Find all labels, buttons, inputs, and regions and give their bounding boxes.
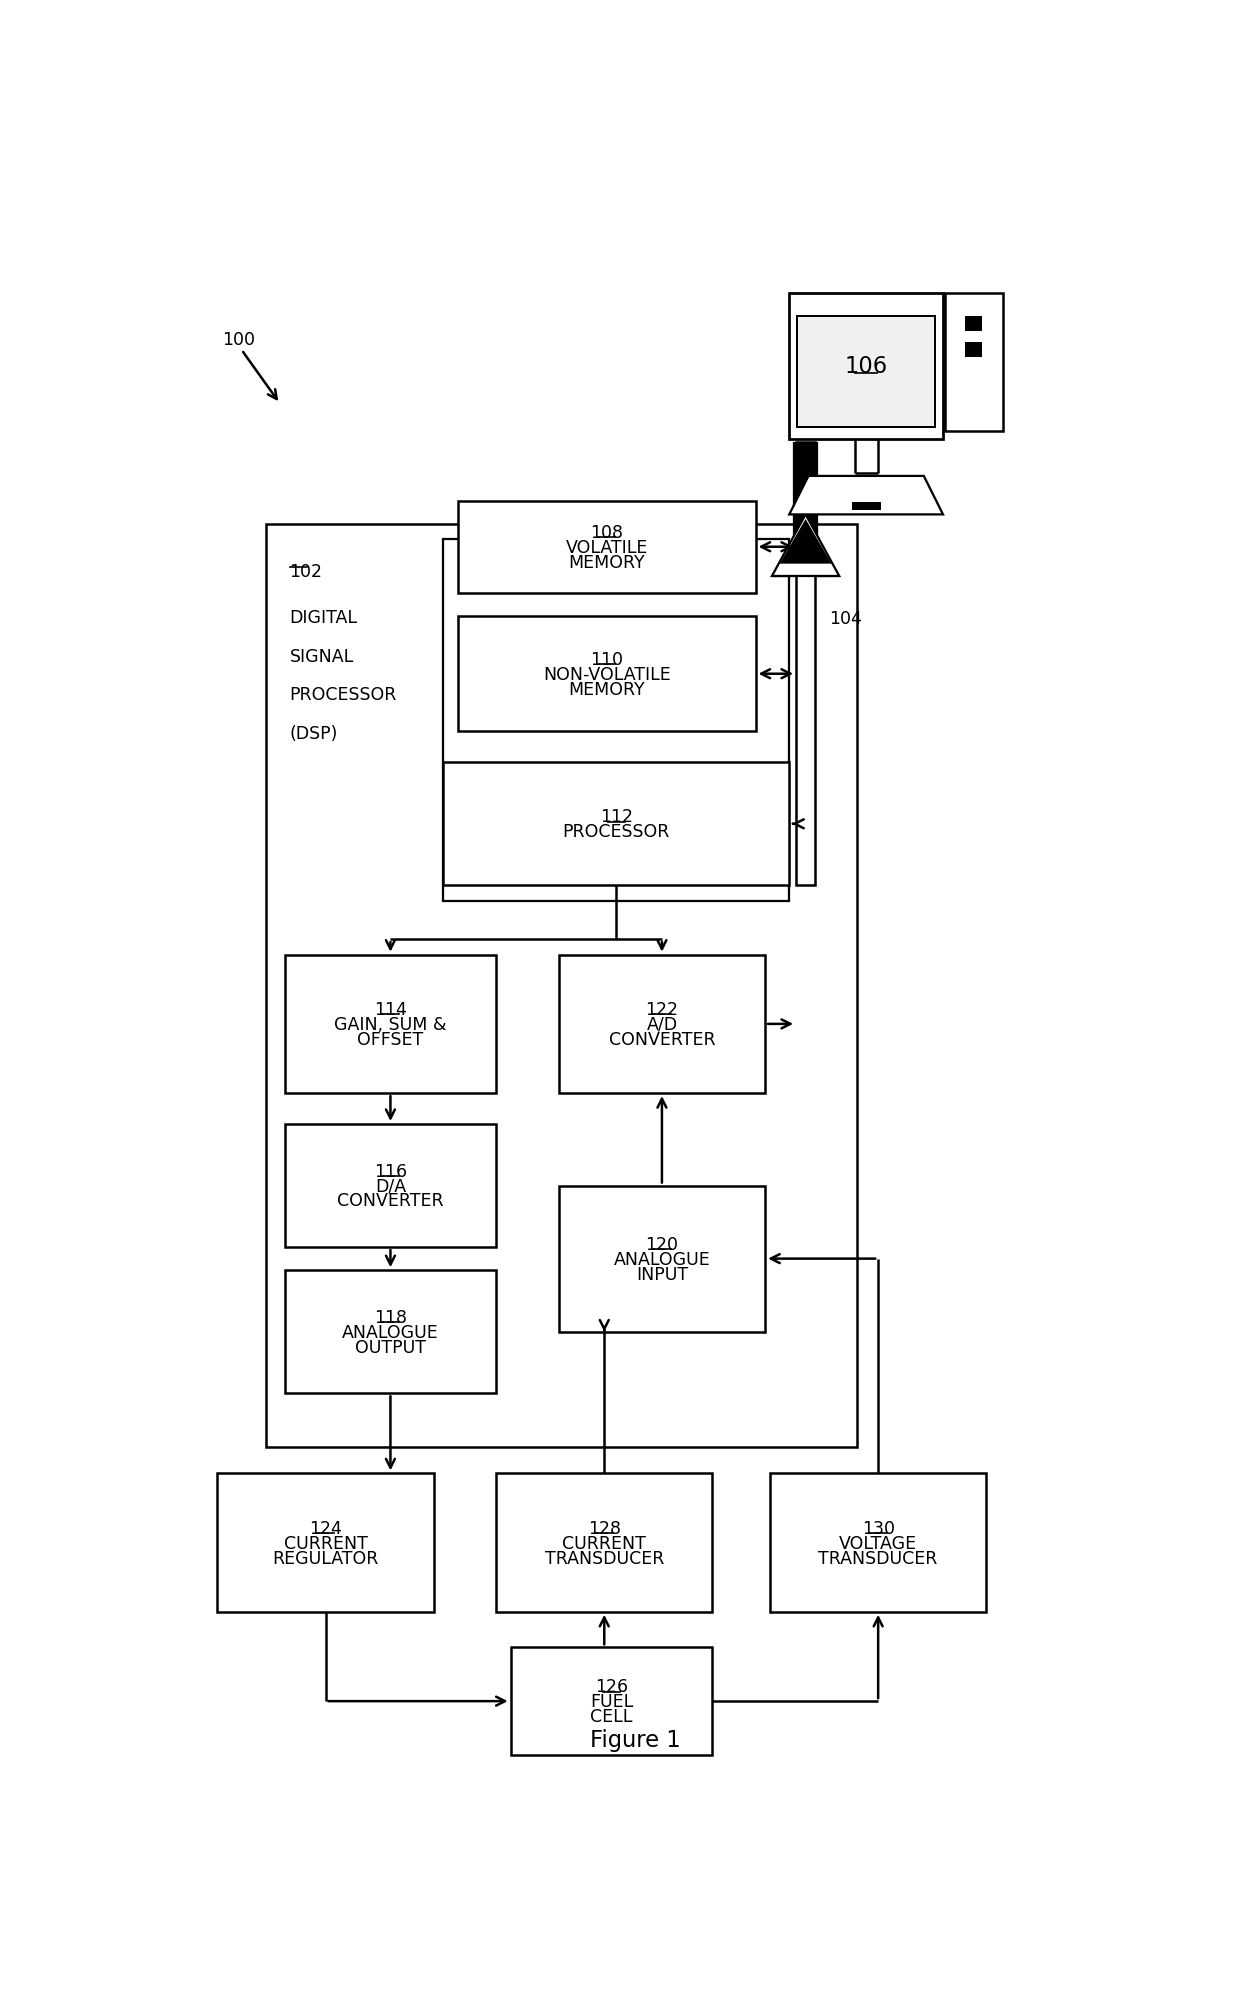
Bar (285, 1271, 496, 1395)
Text: D/A: D/A (374, 1177, 405, 1195)
Text: INPUT: INPUT (636, 1265, 688, 1283)
Text: SIGNAL: SIGNAL (290, 647, 353, 665)
Text: GAIN, SUM &: GAIN, SUM & (335, 1015, 446, 1033)
Bar (458, 501, 755, 593)
Text: ANALOGUE: ANALOGUE (614, 1251, 711, 1269)
Text: 100: 100 (222, 332, 255, 350)
Text: 130: 130 (862, 1518, 894, 1536)
Text: 110: 110 (590, 651, 624, 669)
Bar (789, 294, 942, 440)
Text: (DSP): (DSP) (290, 725, 339, 743)
Bar (558, 955, 765, 1093)
Text: MEMORY: MEMORY (568, 553, 645, 571)
Polygon shape (773, 515, 839, 577)
Text: 106: 106 (844, 356, 888, 378)
Text: TRANSDUCER: TRANSDUCER (818, 1548, 937, 1566)
Text: 108: 108 (590, 523, 624, 541)
Text: MEMORY: MEMORY (568, 679, 645, 697)
Bar (796, 444, 815, 885)
Text: TRANSDUCER: TRANSDUCER (544, 1548, 663, 1566)
Text: VOLTAGE: VOLTAGE (839, 1534, 918, 1552)
Text: PROCESSOR: PROCESSOR (563, 823, 670, 841)
Text: 114: 114 (374, 1001, 407, 1019)
Text: 112: 112 (600, 807, 632, 825)
Text: CELL: CELL (590, 1706, 632, 1724)
Text: VOLATILE: VOLATILE (565, 537, 647, 557)
Bar (285, 1125, 496, 1247)
Text: 126: 126 (595, 1678, 627, 1696)
Text: 128: 128 (588, 1518, 621, 1536)
Bar (558, 1187, 765, 1333)
Text: REGULATOR: REGULATOR (273, 1548, 378, 1566)
Bar (444, 763, 789, 885)
Bar (797, 316, 935, 428)
Text: OUTPUT: OUTPUT (355, 1339, 427, 1357)
Text: 104: 104 (830, 609, 863, 627)
Bar (852, 503, 880, 511)
Text: 122: 122 (646, 1001, 678, 1019)
Bar (285, 955, 496, 1093)
Text: ANALOGUE: ANALOGUE (342, 1323, 439, 1341)
Bar (444, 539, 789, 901)
Text: CONVERTER: CONVERTER (337, 1193, 444, 1211)
Text: CONVERTER: CONVERTER (609, 1031, 715, 1049)
Bar (794, 444, 817, 577)
Text: NON-VOLATILE: NON-VOLATILE (543, 665, 671, 683)
Text: OFFSET: OFFSET (357, 1031, 424, 1049)
Polygon shape (789, 478, 942, 515)
Bar (217, 1475, 434, 1612)
Text: DIGITAL: DIGITAL (290, 609, 357, 627)
Bar (511, 1648, 712, 1754)
Text: 102: 102 (290, 563, 322, 581)
Text: 118: 118 (374, 1309, 407, 1327)
Bar (458, 617, 755, 731)
Polygon shape (780, 519, 832, 563)
Bar (945, 294, 1003, 432)
Text: PROCESSOR: PROCESSOR (290, 685, 397, 703)
Text: 116: 116 (374, 1163, 407, 1181)
Bar (496, 1475, 712, 1612)
Bar (965, 316, 982, 332)
Text: FUEL: FUEL (590, 1692, 634, 1710)
Bar (265, 523, 857, 1447)
Text: CURRENT: CURRENT (562, 1534, 646, 1552)
Text: 120: 120 (646, 1235, 678, 1253)
Text: CURRENT: CURRENT (284, 1534, 367, 1552)
Bar (965, 344, 982, 358)
Bar (770, 1475, 986, 1612)
Text: A/D: A/D (646, 1015, 677, 1033)
Text: 124: 124 (309, 1518, 342, 1536)
Text: Figure 1: Figure 1 (590, 1728, 681, 1752)
